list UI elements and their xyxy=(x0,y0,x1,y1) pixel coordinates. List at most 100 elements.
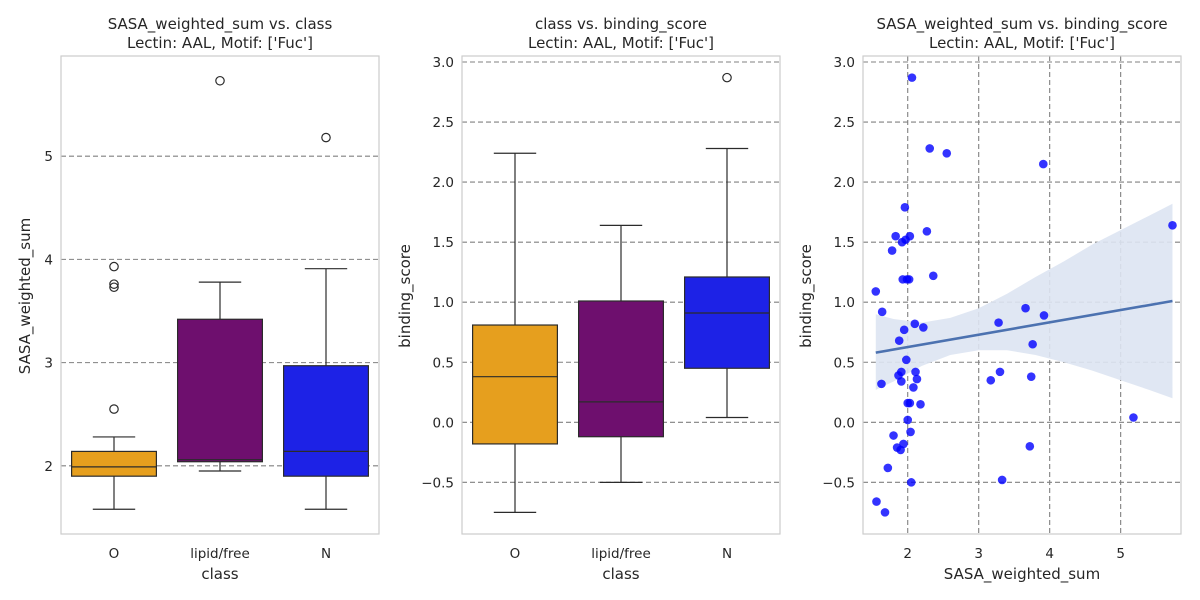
y-tick-label: 3.0 xyxy=(834,55,855,71)
y-tick-label: 0.0 xyxy=(433,415,454,431)
y-tick-label: 0.0 xyxy=(834,415,855,431)
y-tick-label: 1.0 xyxy=(834,295,855,311)
chart-title: SASA_weighted_sum vs. class xyxy=(108,15,333,34)
y-tick-label: 5 xyxy=(44,149,53,165)
x-axis-label: SASA_weighted_sum xyxy=(944,565,1100,584)
scatter-point xyxy=(899,325,909,335)
x-tick-label: 5 xyxy=(1116,546,1125,562)
panel-sasa-vs-binding: SASA_weighted_sum vs. binding_score Lect… xyxy=(797,15,1182,584)
scatter-point xyxy=(871,287,881,296)
box-body xyxy=(283,365,370,477)
scatter-point xyxy=(887,246,897,255)
box-body xyxy=(472,324,559,445)
scatter-point xyxy=(1021,303,1030,313)
box-O xyxy=(472,152,559,513)
chart-title: SASA_weighted_sum vs. binding_score xyxy=(876,15,1167,34)
scatter-point xyxy=(907,73,917,82)
scatter-points xyxy=(871,73,1177,517)
y-tick-label: 2.0 xyxy=(433,175,454,191)
y-tick-label: 1.5 xyxy=(834,235,855,251)
scatter-point xyxy=(906,427,915,437)
y-tick-label: 1.0 xyxy=(433,295,454,311)
scatter-point xyxy=(942,148,952,158)
x-tick-label: lipid/free xyxy=(591,546,651,562)
y-tick-label: 0.5 xyxy=(433,355,454,371)
scatter-point xyxy=(1039,311,1049,320)
scatter-point xyxy=(916,399,925,409)
scatter-point xyxy=(904,275,914,284)
x-tick-label: O xyxy=(109,546,120,562)
x-tick-label: 2 xyxy=(903,546,912,562)
y-tick-label: 0.5 xyxy=(834,355,855,371)
scatter-point xyxy=(911,367,920,377)
scatter-point xyxy=(1129,413,1138,422)
scatter-point xyxy=(994,318,1003,327)
y-tick-label: 2.5 xyxy=(433,115,454,131)
scatter-point xyxy=(889,431,898,440)
y-axis-label: SASA_weighted_sum xyxy=(16,218,35,374)
scatter-point xyxy=(891,231,900,241)
scatter-point xyxy=(1026,372,1036,381)
chart-subtitle: Lectin: AAL, Motif: ['Fuc'] xyxy=(528,34,714,52)
scatter-point xyxy=(894,336,904,345)
scatter-point xyxy=(910,319,920,329)
scatter-point xyxy=(1038,159,1048,169)
x-axis-label: class xyxy=(602,565,639,583)
axes-frame xyxy=(461,55,781,535)
outlier-point xyxy=(109,282,119,293)
scatter-point xyxy=(922,227,932,236)
scatter-point xyxy=(877,379,886,389)
scatter-point xyxy=(897,377,906,386)
y-tick-label: 2.0 xyxy=(834,175,855,191)
regression-line xyxy=(875,299,1173,354)
scatter-point xyxy=(986,375,996,385)
box-O xyxy=(70,261,158,510)
y-tick-label: 3.0 xyxy=(433,55,454,71)
x-axis-label: class xyxy=(201,565,238,583)
scatter-point xyxy=(997,475,1007,485)
x-tick-label: lipid/free xyxy=(190,546,250,562)
box-body xyxy=(70,450,158,477)
y-tick-label: 2.5 xyxy=(834,115,855,131)
scatter-point xyxy=(1168,221,1177,230)
scatter-point xyxy=(905,231,915,241)
axes-frame xyxy=(862,55,1182,535)
y-axis-label: binding_score xyxy=(797,244,816,348)
x-tick-label: 3 xyxy=(974,546,983,562)
x-tick-label: N xyxy=(321,546,331,562)
box-lipid-free xyxy=(577,224,664,483)
scatter-point xyxy=(900,203,910,212)
chart-subtitle: Lectin: AAL, Motif: ['Fuc'] xyxy=(127,34,313,52)
scatter-point xyxy=(912,374,922,384)
scatter-point xyxy=(1025,442,1035,451)
scatter-point xyxy=(905,398,915,408)
x-tick-label: O xyxy=(510,546,521,562)
scatter-point xyxy=(880,508,890,517)
panel-class-vs-binding: class vs. binding_score Lectin: AAL, Mot… xyxy=(396,15,781,583)
scatter-point xyxy=(872,497,881,506)
y-tick-label: −0.5 xyxy=(822,475,855,491)
y-tick-label: 3 xyxy=(44,356,53,372)
scatter-point xyxy=(897,367,906,377)
scatter-point xyxy=(903,415,913,425)
chart-title: class vs. binding_score xyxy=(535,15,707,34)
panel-sasa-vs-class: SASA_weighted_sum vs. class Lectin: AAL,… xyxy=(16,15,380,583)
scatter-point xyxy=(877,307,887,317)
outlier-point xyxy=(722,72,732,83)
outlier-point xyxy=(215,75,225,86)
scatter-point xyxy=(901,355,911,365)
y-tick-label: 1.5 xyxy=(433,235,454,251)
scatter-point xyxy=(928,271,938,281)
scatter-point xyxy=(919,323,928,332)
box-body xyxy=(683,276,770,369)
y-tick-label: 4 xyxy=(44,252,53,268)
outlier-point xyxy=(109,261,119,272)
y-tick-label: 2 xyxy=(44,459,53,475)
outlier-point xyxy=(109,404,119,414)
scatter-point xyxy=(883,463,893,473)
x-tick-label: 4 xyxy=(1045,546,1054,562)
box-body xyxy=(577,300,664,438)
scatter-point xyxy=(1028,339,1037,349)
y-tick-label: −0.5 xyxy=(421,475,454,491)
